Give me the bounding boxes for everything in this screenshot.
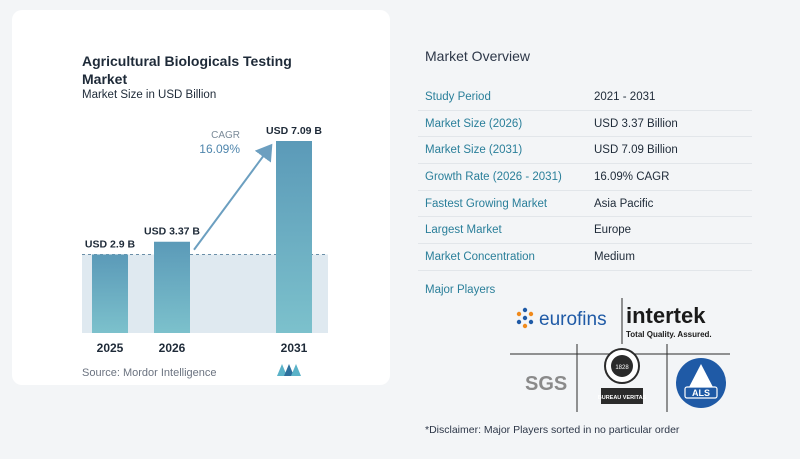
market-size-chart: USD 2.9 B 2025 USD 3.37 B 2026 USD 7.09 B 203… (82, 125, 328, 355)
chart-title: Agricultural Biologicals Testing Market (82, 53, 292, 87)
eurofins-logo: eurofins (516, 307, 607, 330)
overview-row-market-size-2026: Market Size (2026) USD 3.37 Billion (418, 111, 752, 138)
overview-value: USD 3.37 Billion (594, 117, 678, 130)
overview-label: Growth Rate (2026 - 2031) (425, 170, 562, 183)
major-players-logos: eurofins intertek Total Quality. Assured… (510, 298, 730, 412)
overview-label: Fastest Growing Market (425, 197, 548, 210)
overview-label: Market Concentration (425, 250, 535, 263)
overview-label: Largest Market (425, 224, 502, 237)
bar-value-label: USD 2.9 B (85, 238, 136, 250)
overview-label: Study Period (425, 90, 491, 103)
bar-2031 (276, 141, 312, 333)
intertek-tagline: Total Quality. Assured. (626, 330, 712, 339)
major-players-title: Major Players (425, 284, 496, 296)
bar-value-label: USD 7.09 B (266, 125, 322, 137)
overview-value: Asia Pacific (594, 197, 654, 210)
category-label: 2031 (281, 341, 308, 355)
cagr-label: CAGR (211, 130, 240, 141)
cagr-value: 16.09% (199, 142, 240, 156)
overview-value: Medium (594, 250, 635, 263)
overview-row-fastest-growing: Fastest Growing Market Asia Pacific (418, 191, 752, 218)
overview-row-study-period: Study Period 2021 - 2031 (418, 84, 752, 111)
eurofins-logo-text: eurofins (539, 309, 607, 330)
sgs-logo: SGS (525, 373, 567, 395)
category-label: 2025 (97, 341, 124, 355)
overview-label: Market Size (2031) (425, 144, 523, 157)
source-note: Source: Mordor Intelligence (82, 367, 217, 379)
als-logo-text: ALS (692, 388, 710, 398)
bureau-veritas-year: 1828 (615, 365, 629, 371)
chart-subtitle: Market Size in USD Billion (82, 89, 217, 101)
category-label: 2026 (159, 341, 186, 355)
bureau-veritas-logo: 1828 BUREAU VERITAS (598, 348, 647, 404)
overview-value: Europe (594, 224, 632, 237)
overview-value: 2021 - 2031 (594, 90, 656, 103)
intertek-logo: intertek Total Quality. Assured. (626, 303, 712, 339)
mordor-intelligence-logo-icon (277, 364, 301, 376)
overview-value: 16.09% CAGR (594, 170, 670, 183)
overview-row-market-size-2031: Market Size (2031) USD 7.09 Billion (418, 137, 752, 165)
als-logo: ALS (676, 358, 726, 408)
bar-2026 (154, 241, 190, 333)
overview-row-largest-market: Largest Market Europe (418, 217, 752, 245)
bureau-veritas-text: BUREAU VERITAS (598, 395, 647, 401)
overview-value: USD 7.09 Billion (594, 144, 678, 157)
cagr-arrow (193, 143, 273, 251)
overview-row-growth-rate: Growth Rate (2026 - 2031) 16.09% CAGR (418, 164, 752, 191)
overview-row-concentration: Market Concentration Medium (418, 244, 752, 271)
overview-table: Study Period 2021 - 2031 Market Size (20… (418, 84, 752, 271)
overview-label: Market Size (2026) (425, 117, 523, 130)
bar-value-label: USD 3.37 B (144, 226, 200, 238)
bar-2025 (92, 254, 128, 333)
intertek-logo-text: intertek (626, 303, 706, 328)
disclaimer: *Disclaimer: Major Players sorted in no … (425, 424, 680, 436)
overview-title: Market Overview (425, 48, 531, 64)
sgs-logo-text: SGS (525, 373, 567, 395)
